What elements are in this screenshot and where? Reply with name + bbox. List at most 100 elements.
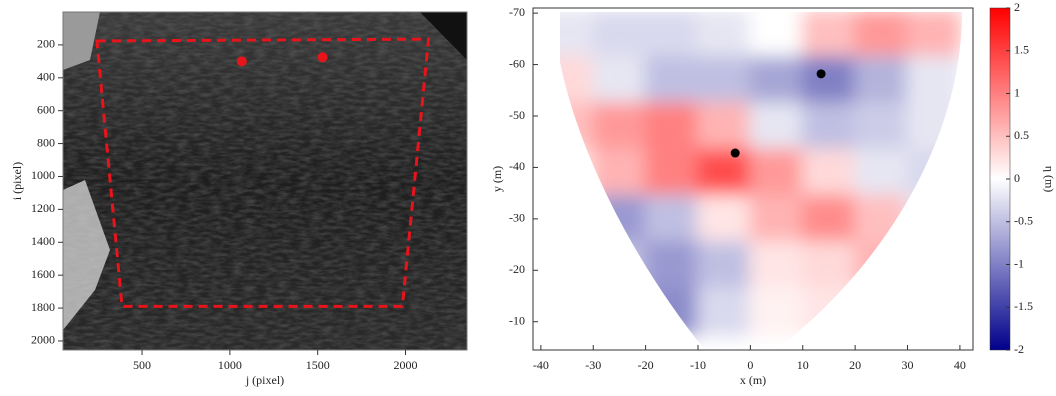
- colorbar-tick-label: -0.5: [1014, 214, 1033, 228]
- cell: [592, 55, 647, 105]
- cell: [801, 287, 857, 336]
- x-tick-label: -20: [638, 358, 654, 372]
- y-tick-label: 400: [37, 70, 55, 84]
- x-label: x (m): [740, 373, 766, 387]
- cell: [854, 12, 909, 58]
- region-outline: [95, 37, 431, 308]
- cell: [560, 55, 595, 105]
- cell: [592, 12, 647, 58]
- cell: [801, 148, 857, 197]
- cell: [906, 102, 961, 151]
- x-tick-label: -10: [690, 358, 706, 372]
- x-tick-label: 10: [797, 358, 809, 372]
- cell: [697, 194, 752, 243]
- cell: [560, 102, 595, 151]
- colorbar-tick-label: -1.5: [1014, 299, 1033, 313]
- cell: [644, 241, 699, 290]
- colorbar-tick-label: 1: [1014, 85, 1020, 99]
- point: [236, 56, 247, 67]
- cell: [854, 194, 909, 243]
- y-tick-label: 1800: [31, 300, 55, 314]
- photo: [62, 11, 468, 351]
- cell: [644, 148, 699, 197]
- cell: [592, 194, 647, 243]
- cell: [749, 102, 804, 151]
- y-tick-label: 2000: [31, 333, 55, 347]
- colorbar-tick-label: 0: [1014, 171, 1020, 185]
- colorbar-tick-label: 0.5: [1014, 128, 1029, 142]
- cell: [697, 12, 752, 58]
- cell: [854, 148, 909, 197]
- point: [730, 148, 740, 158]
- cell: [644, 287, 699, 336]
- cell: [644, 194, 699, 243]
- y-tick-label: -10: [509, 313, 525, 327]
- y-tick-label: 1600: [31, 267, 55, 281]
- y-tick-label: -40: [509, 159, 525, 173]
- cell: [749, 194, 804, 243]
- y-tick-label: -20: [509, 262, 525, 276]
- cell: [854, 55, 909, 105]
- y-label: y (m): [490, 166, 504, 192]
- cell: [749, 241, 804, 290]
- y-label: i (pixel): [10, 162, 24, 200]
- cell: [854, 102, 909, 151]
- cell: [697, 102, 752, 151]
- cell: [749, 12, 804, 58]
- y-tick-label: 200: [37, 37, 55, 51]
- x-tick-label: 20: [849, 358, 861, 372]
- x-tick-label: 40: [954, 358, 966, 372]
- point: [816, 69, 826, 79]
- y-tick-label: 600: [37, 102, 55, 116]
- cell: [697, 148, 752, 197]
- cell: [854, 241, 909, 290]
- y-tick-label: 1000: [31, 168, 55, 182]
- cell: [801, 55, 857, 105]
- x-tick-label: 2000: [394, 358, 418, 372]
- cell: [697, 241, 752, 290]
- y-tick-label: 1200: [31, 201, 55, 215]
- x-tick-label: 1000: [218, 358, 242, 372]
- cell: [592, 102, 647, 151]
- cell: [749, 148, 804, 197]
- y-tick-label: -30: [509, 211, 525, 225]
- cell: [906, 12, 961, 58]
- cell: [906, 148, 961, 197]
- colorbar-tick-label: 2: [1014, 0, 1020, 14]
- point: [317, 52, 328, 63]
- cell: [906, 194, 961, 243]
- x-tick-label: -40: [533, 358, 549, 372]
- y-tick-label: -60: [509, 56, 525, 70]
- x-tick-label: 1500: [306, 358, 330, 372]
- cell: [560, 148, 595, 197]
- cell: [801, 194, 857, 243]
- colorbar-tick-label: -2: [1014, 342, 1024, 356]
- x-label: j (pixel): [245, 373, 284, 387]
- cell: [592, 241, 647, 290]
- x-tick-label: 30: [902, 358, 914, 372]
- cell: [697, 287, 752, 336]
- cell: [697, 55, 752, 105]
- cell: [644, 12, 699, 58]
- y-tick-label: -50: [509, 108, 525, 122]
- cell: [906, 55, 961, 105]
- colorbar-tick-label: 1.5: [1014, 43, 1029, 57]
- y-tick-label: -70: [509, 5, 525, 19]
- y-tick-label: 1400: [31, 234, 55, 248]
- colorbar-tick-label: -1: [1014, 256, 1024, 270]
- cell: [749, 287, 804, 336]
- x-tick-label: 500: [133, 358, 151, 372]
- cell: [749, 55, 804, 105]
- cell: [560, 12, 595, 58]
- cell: [801, 102, 857, 151]
- x-tick-label: -30: [585, 358, 601, 372]
- plot-frame: [532, 7, 974, 351]
- cell: [644, 102, 699, 151]
- cell: [592, 148, 647, 197]
- y-tick-label: 800: [37, 135, 55, 149]
- cell: [801, 241, 857, 290]
- cell: [644, 55, 699, 105]
- x-tick-label: 0: [747, 358, 753, 372]
- colorbar-label: η (m): [1042, 166, 1056, 193]
